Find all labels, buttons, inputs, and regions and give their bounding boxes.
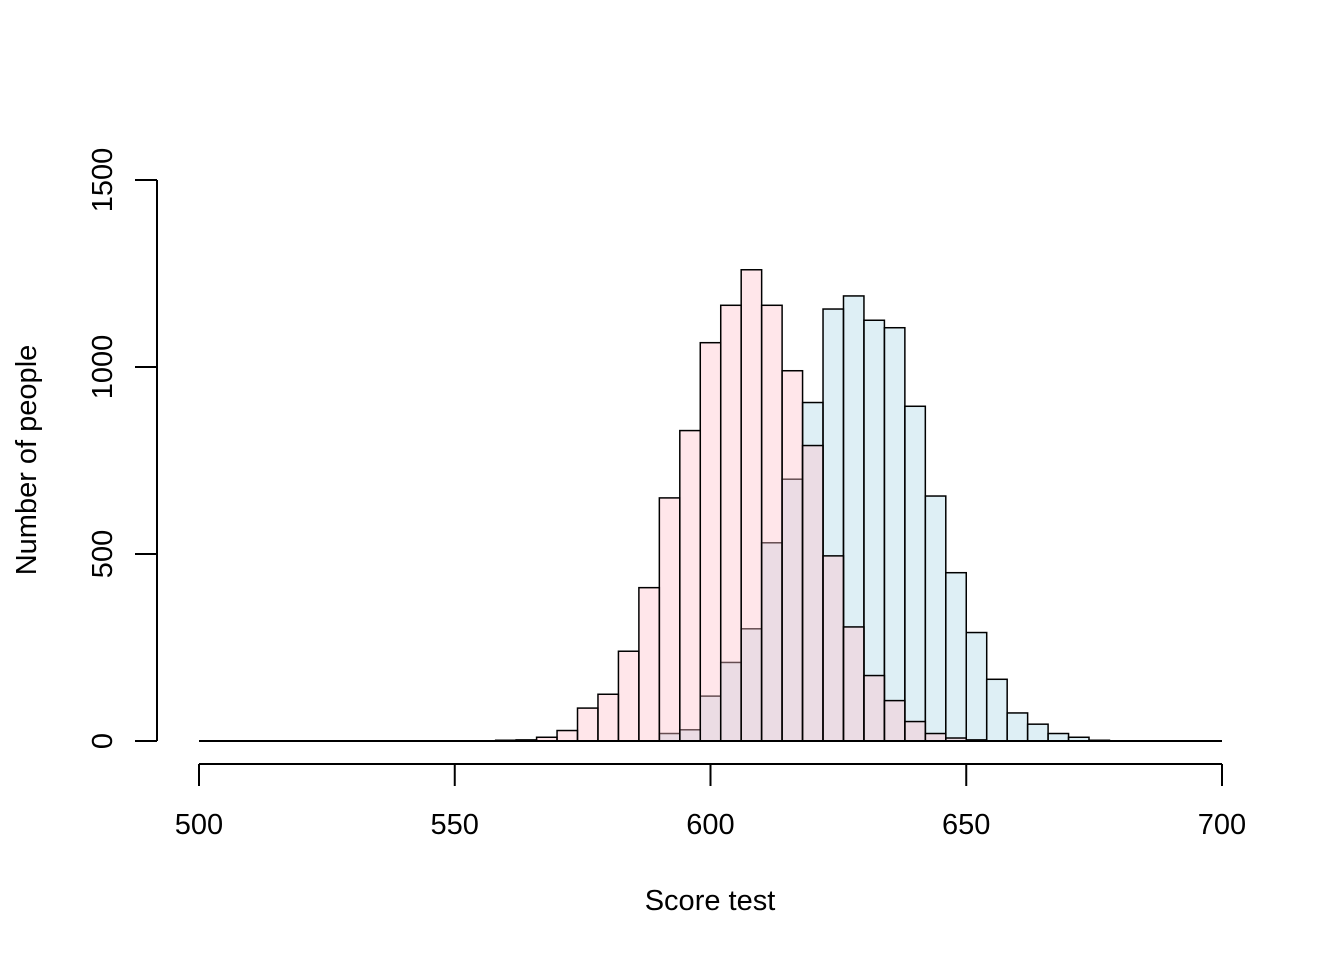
histogram-bar-series2-10 <box>699 341 722 742</box>
histogram-bars <box>494 269 1111 742</box>
histogram-bar-series1-18 <box>1026 723 1049 742</box>
histogram-bar-series1-15 <box>965 631 988 742</box>
histogram-bar-series2-11 <box>719 304 742 742</box>
x-axis: 500 550 600 650 700 <box>175 763 1246 841</box>
histogram-bar-series1-12 <box>904 405 927 742</box>
histogram-bar-series1-13 <box>924 495 947 742</box>
histogram-bar-series1-19 <box>1047 732 1070 742</box>
histogram-bar-series2-9 <box>679 429 702 742</box>
x-axis-label: Score test <box>645 885 776 917</box>
histogram-bar-series1-11 <box>883 326 906 742</box>
x-tick-label: 700 <box>1198 809 1246 841</box>
histogram-bar-series2-20 <box>904 720 927 742</box>
histogram-bar-series2-14 <box>781 369 804 742</box>
y-tick-label: 1000 <box>87 335 119 400</box>
histogram-bar-series2-8 <box>658 497 681 742</box>
histogram-bar-series1-16 <box>985 678 1008 742</box>
histogram-bar-series1-17 <box>1006 712 1029 742</box>
histogram-bar-series2-15 <box>801 444 824 742</box>
histogram-bar-series2-4 <box>576 707 599 742</box>
histogram-bar-series2-18 <box>863 674 886 742</box>
y-axis-label: Number of people <box>11 345 43 576</box>
histogram-bar-series2-12 <box>740 269 763 742</box>
y-tick-label: 1500 <box>87 148 119 213</box>
histogram-bar-series2-16 <box>822 555 845 742</box>
histogram-bar-series2-3 <box>556 729 579 742</box>
y-axis: 0 500 1000 1500 <box>87 148 158 749</box>
histogram-bar-series2-19 <box>883 699 906 742</box>
histogram-bar-series2-13 <box>760 304 783 742</box>
histogram-bar-series2-6 <box>617 650 640 742</box>
x-tick-label: 600 <box>686 809 734 841</box>
y-tick-label: 0 <box>87 733 119 749</box>
histogram-bar-series1-14 <box>945 571 967 742</box>
histogram-bar-series2-5 <box>597 693 620 742</box>
y-tick-label: 500 <box>87 530 119 578</box>
x-tick-label: 550 <box>431 809 479 841</box>
x-tick-label: 650 <box>942 809 990 841</box>
histogram-bar-series2-7 <box>638 586 661 742</box>
histogram-bar-series2-17 <box>842 626 865 742</box>
histogram-bar-series2-21 <box>924 732 947 742</box>
x-tick-label: 500 <box>175 809 223 841</box>
